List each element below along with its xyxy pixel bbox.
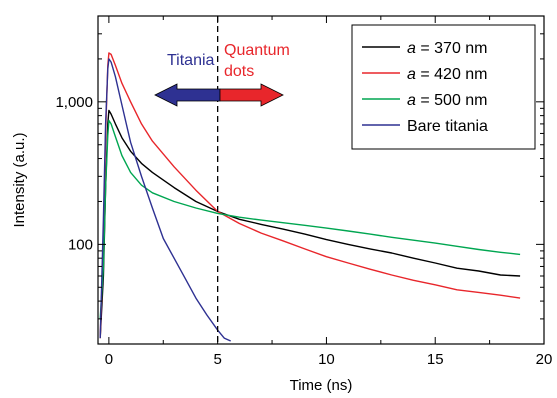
region-arrow [154,83,284,107]
legend: a = 370 nm a = 420 nm a = 500 nm Bare titan… [351,24,536,150]
x-axis-ticks: 0 5 10 15 20 [105,16,553,368]
legend-label-a-420-nm: a = 420 nm [407,66,488,83]
x-tick-label: 10 [318,351,335,368]
arrow-left-blue [154,83,221,107]
y-axis-ticks: 100 1,000 [55,15,544,345]
series-layer [99,52,521,342]
x-tick-label: 20 [536,351,553,368]
legend-box [351,24,536,150]
x-tick-label: 0 [105,351,113,368]
series-line-bare-titania [99,58,231,342]
annotation-quantum: Quantum [224,42,290,59]
legend-label-a-370-nm: a = 370 nm [407,40,488,57]
annotation-titania: Titania [167,52,215,69]
legend-items: a = 370 nm a = 420 nm a = 500 nm Bare titan… [362,40,488,135]
arrow-right-red [219,83,284,107]
x-tick-label: 15 [427,351,444,368]
annotation-dots: dots [224,63,254,80]
legend-label-a-500-nm: a = 500 nm [407,92,488,109]
legend-label-bare-titania: Bare titania [407,118,488,135]
x-axis-label: Time (ns) [290,377,353,394]
y-tick-label: 1,000 [55,94,93,111]
y-axis-label: Intensity (a.u.) [11,132,28,227]
x-tick-label: 5 [213,351,221,368]
y-tick-label: 100 [68,236,93,253]
plot-frame [97,15,545,345]
series-line-a-500-nm [99,119,521,319]
series-line-a-420-nm [99,52,521,339]
